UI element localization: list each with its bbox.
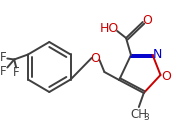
- Text: F: F: [0, 65, 7, 78]
- Text: HO: HO: [100, 21, 119, 34]
- Text: F: F: [0, 51, 7, 64]
- Text: 3: 3: [143, 113, 149, 122]
- Text: CH: CH: [130, 108, 147, 121]
- Text: O: O: [91, 51, 100, 64]
- Text: O: O: [161, 70, 171, 83]
- Text: N: N: [153, 48, 162, 61]
- Text: O: O: [142, 15, 152, 28]
- Text: F: F: [13, 66, 19, 79]
